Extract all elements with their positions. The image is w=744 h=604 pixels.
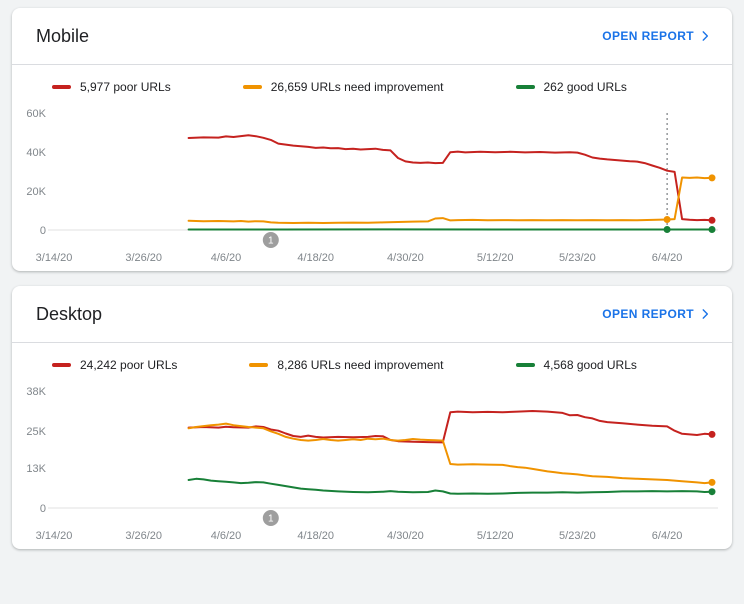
y-axis-tick-label: 0	[40, 225, 46, 237]
desktop-urls-chart[interactable]: 0 13K 25K 38K 3/14/20 3/26/20 4/6/20 4/18/20 4/3…	[12, 377, 732, 549]
legend-item-poor[interactable]: 5,977 poor URLs	[52, 80, 171, 94]
mobile-card: Mobile OPEN REPORT 5,977 poor URLs 26,65…	[12, 8, 732, 271]
good-series-dot[interactable]	[709, 488, 716, 495]
x-axis-tick-label: 5/12/20	[477, 252, 514, 264]
x-axis-tick-label: 4/18/20	[297, 530, 334, 542]
annotation-marker[interactable]: 1	[263, 232, 279, 248]
annotation-marker[interactable]: 1	[263, 510, 279, 526]
improve-series-dot[interactable]	[664, 216, 671, 223]
x-axis-tick-label: 3/14/20	[36, 530, 73, 542]
legend-label-poor: 5,977 poor URLs	[80, 80, 171, 94]
y-axis-tick-label: 40K	[26, 147, 46, 159]
improve-series-line[interactable]	[189, 178, 712, 224]
legend-item-improve[interactable]: 26,659 URLs need improvement	[243, 80, 444, 94]
y-axis-tick-label: 13K	[26, 463, 46, 475]
legend-label-poor: 24,242 poor URLs	[80, 358, 177, 372]
legend-label-improve: 26,659 URLs need improvement	[271, 80, 444, 94]
open-report-label: OPEN REPORT	[602, 29, 694, 43]
open-report-link[interactable]: OPEN REPORT	[602, 307, 712, 321]
improve-series-dash-icon	[243, 85, 262, 89]
good-series-dot[interactable]	[709, 226, 716, 233]
y-axis-tick-label: 25K	[26, 426, 46, 438]
open-report-label: OPEN REPORT	[602, 307, 694, 321]
poor-series-dash-icon	[52, 85, 71, 89]
open-report-link[interactable]: OPEN REPORT	[602, 29, 712, 43]
legend-label-good: 262 good URLs	[544, 80, 627, 94]
desktop-card: Desktop OPEN REPORT 24,242 poor URLs 8,2…	[12, 286, 732, 549]
x-axis-tick-label: 6/4/20	[652, 252, 683, 264]
y-axis-tick-label: 38K	[26, 386, 46, 398]
legend-item-good[interactable]: 262 good URLs	[516, 80, 627, 94]
x-axis-tick-label: 5/23/20	[559, 530, 596, 542]
card-header: Desktop OPEN REPORT	[12, 286, 732, 343]
x-axis-tick-label: 4/30/20	[387, 252, 424, 264]
poor-series-dot[interactable]	[709, 431, 716, 438]
svg-text:1: 1	[268, 236, 274, 247]
svg-text:1: 1	[268, 514, 274, 525]
improve-series-dot[interactable]	[709, 174, 716, 181]
chart-legend: 24,242 poor URLs 8,286 URLs need improve…	[12, 343, 732, 375]
poor-series-line[interactable]	[189, 411, 712, 442]
card-header: Mobile OPEN REPORT	[12, 8, 732, 65]
y-axis-tick-label: 20K	[26, 186, 46, 198]
good-series-dash-icon	[516, 85, 535, 89]
x-axis-tick-label: 4/6/20	[211, 530, 242, 542]
chart-legend: 5,977 poor URLs 26,659 URLs need improve…	[12, 65, 732, 97]
x-axis-tick-label: 4/18/20	[297, 252, 334, 264]
poor-series-dash-icon	[52, 363, 71, 367]
improve-series-dash-icon	[249, 363, 268, 367]
x-axis-tick-label: 3/26/20	[125, 530, 162, 542]
x-axis-tick-label: 4/6/20	[211, 252, 242, 264]
mobile-urls-chart[interactable]: 0 20K 40K 60K 3/14/20 3/26/20 4/6/20 4/18/20 4/3…	[12, 99, 732, 271]
x-axis-tick-label: 5/12/20	[477, 530, 514, 542]
chevron-right-icon	[698, 307, 712, 321]
y-axis-tick-label: 0	[40, 503, 46, 515]
card-title-mobile: Mobile	[36, 26, 89, 47]
y-axis-tick-label: 60K	[26, 108, 46, 120]
legend-item-poor[interactable]: 24,242 poor URLs	[52, 358, 177, 372]
improve-series-dot[interactable]	[709, 479, 716, 486]
chevron-right-icon	[698, 29, 712, 43]
x-axis-tick-label: 4/30/20	[387, 530, 424, 542]
good-series-dash-icon	[516, 363, 535, 367]
good-series-dot[interactable]	[664, 226, 671, 233]
improve-series-line[interactable]	[189, 424, 712, 484]
legend-item-improve[interactable]: 8,286 URLs need improvement	[249, 358, 443, 372]
x-axis-tick-label: 6/4/20	[652, 530, 683, 542]
legend-label-good: 4,568 good URLs	[544, 358, 637, 372]
x-axis-tick-label: 5/23/20	[559, 252, 596, 264]
poor-series-line[interactable]	[189, 135, 712, 220]
poor-series-dot[interactable]	[709, 217, 716, 224]
x-axis-tick-label: 3/26/20	[125, 252, 162, 264]
card-title-desktop: Desktop	[36, 304, 102, 325]
legend-item-good[interactable]: 4,568 good URLs	[516, 358, 637, 372]
good-series-line[interactable]	[189, 479, 712, 494]
legend-label-improve: 8,286 URLs need improvement	[277, 358, 443, 372]
x-axis-tick-label: 3/14/20	[36, 252, 73, 264]
